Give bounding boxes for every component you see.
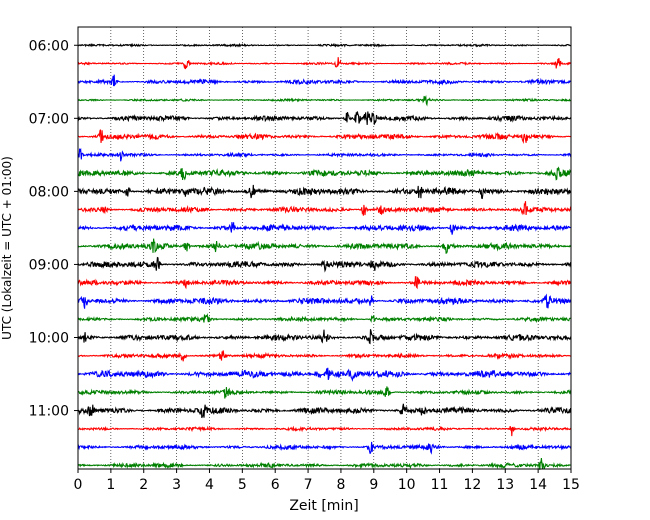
trace-0815 <box>77 201 572 216</box>
trace-0900 <box>77 256 572 273</box>
x-tick-label: 6 <box>271 477 280 493</box>
x-tick-label: 5 <box>238 477 247 493</box>
x-tick-label: 0 <box>74 477 83 493</box>
trace-0600 <box>77 42 572 48</box>
y-tick-label: 09:00 <box>29 257 69 273</box>
trace-0915 <box>77 276 572 290</box>
y-tick-label: 11:00 <box>29 404 69 420</box>
trace-1045 <box>77 386 572 399</box>
x-tick-label: 10 <box>398 477 416 493</box>
x-tick-label: 11 <box>431 477 449 493</box>
trace-0845 <box>77 238 572 254</box>
x-tick-label: 7 <box>304 477 313 493</box>
x-tick-label: 2 <box>139 477 148 493</box>
x-axis-title: Zeit [min] <box>289 498 358 514</box>
trace-0830 <box>77 222 572 235</box>
trace-group <box>77 42 572 470</box>
trace-0745 <box>77 166 571 181</box>
x-axis: 0 1 2 3 4 5 6 7 8 9 10 11 12 13 14 15 <box>74 469 580 493</box>
trace-0630 <box>78 74 572 87</box>
x-tick-label: 4 <box>205 477 214 493</box>
plot-frame <box>77 26 572 470</box>
y-axis: 06:00 07:00 08:00 09:00 10:00 11:00 <box>29 38 78 420</box>
x-tick-label: 15 <box>562 477 580 493</box>
trace-0800 <box>77 184 572 200</box>
trace-0945 <box>77 312 572 324</box>
x-tick-label: 13 <box>496 477 514 493</box>
trace-0700 <box>77 111 572 125</box>
trace-1145 <box>77 458 572 470</box>
trace-1000 <box>77 329 572 345</box>
trace-0645 <box>77 94 572 107</box>
y-tick-label: 06:00 <box>29 38 69 54</box>
trace-0730 <box>77 147 572 162</box>
x-tick-label: 9 <box>369 477 378 493</box>
trace-0930 <box>77 293 572 309</box>
y-tick-label: 08:00 <box>29 184 69 200</box>
x-tick-label: 8 <box>336 477 345 493</box>
trace-0615 <box>77 57 572 70</box>
y-tick-label: 07:00 <box>29 111 69 127</box>
x-tick-label: 3 <box>172 477 181 493</box>
trace-0715 <box>77 129 572 145</box>
y-tick-label: 10:00 <box>29 330 69 346</box>
trace-1130 <box>77 441 572 455</box>
y-axis-title: UTC (Lokalzeit = UTC + 01:00) <box>0 156 14 340</box>
trace-1115 <box>77 425 572 437</box>
trace-1100 <box>77 403 572 419</box>
x-tick-label: 1 <box>106 477 115 493</box>
trace-1015 <box>77 350 572 362</box>
x-tick-label: 14 <box>529 477 547 493</box>
x-tick-label: 12 <box>463 477 481 493</box>
trace-1030 <box>77 367 572 382</box>
